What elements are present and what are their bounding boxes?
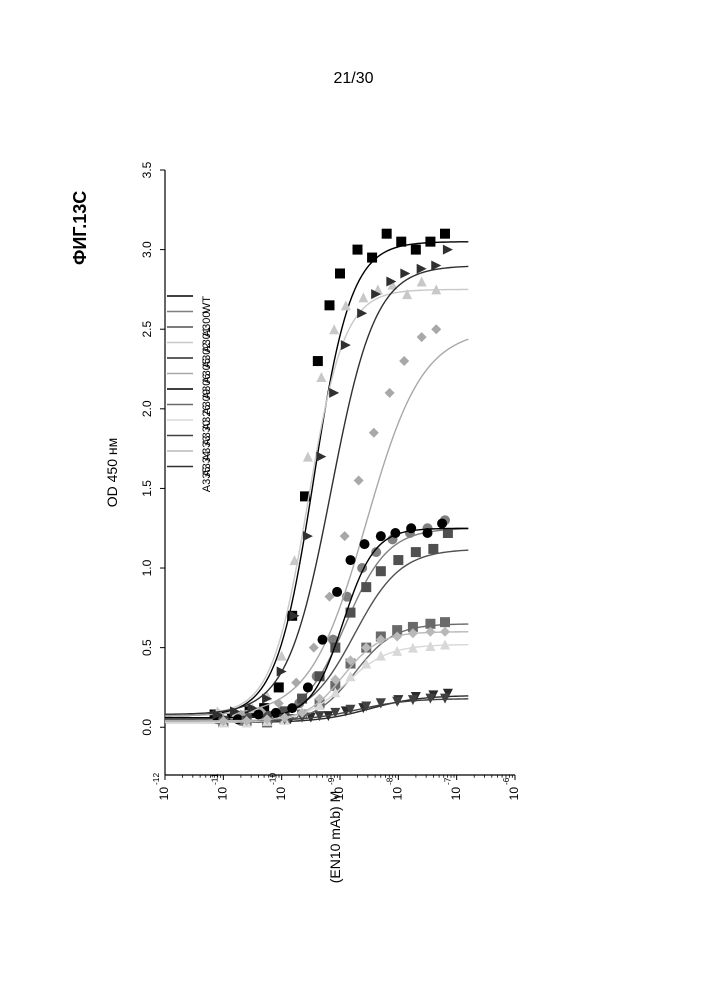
svg-text:3.5: 3.5	[140, 161, 154, 178]
svg-text:10: 10	[391, 787, 405, 801]
svg-text:1.0: 1.0	[140, 559, 154, 576]
svg-text:3.0: 3.0	[140, 241, 154, 258]
svg-text:2.0: 2.0	[140, 400, 154, 417]
page-number: 21/30	[0, 70, 707, 88]
svg-text:10: 10	[274, 787, 288, 801]
svg-text:10: 10	[216, 787, 230, 801]
dose-response-chart: 0.0 0.5 1.0 1.5 2.0 2.5 3.0 3.5 OD 450 нм 10 -12 10…	[0, 0, 707, 1000]
svg-text:-10: -10	[268, 773, 278, 785]
svg-text:A335: A335	[201, 467, 213, 493]
svg-text:OD 450 нм: OD 450 нм	[104, 438, 120, 508]
svg-text:10: 10	[449, 787, 463, 801]
svg-text:-8: -8	[384, 777, 394, 785]
figure-label: ФИГ.13C	[70, 191, 91, 265]
svg-text:-7: -7	[443, 777, 453, 785]
svg-text:10: 10	[507, 787, 521, 801]
svg-text:2.5: 2.5	[140, 321, 154, 338]
svg-text:0.0: 0.0	[140, 719, 154, 736]
svg-text:-6: -6	[501, 777, 511, 785]
svg-text:-12: -12	[151, 773, 161, 785]
svg-text:0.5: 0.5	[140, 639, 154, 656]
svg-text:-9: -9	[326, 777, 336, 785]
svg-text:WT: WT	[201, 296, 213, 313]
svg-text:(EN10 mAb) M: (EN10 mAb) M	[327, 791, 343, 884]
svg-text:-11: -11	[209, 773, 219, 785]
svg-text:10: 10	[157, 787, 171, 801]
svg-text:1.5: 1.5	[140, 480, 154, 497]
